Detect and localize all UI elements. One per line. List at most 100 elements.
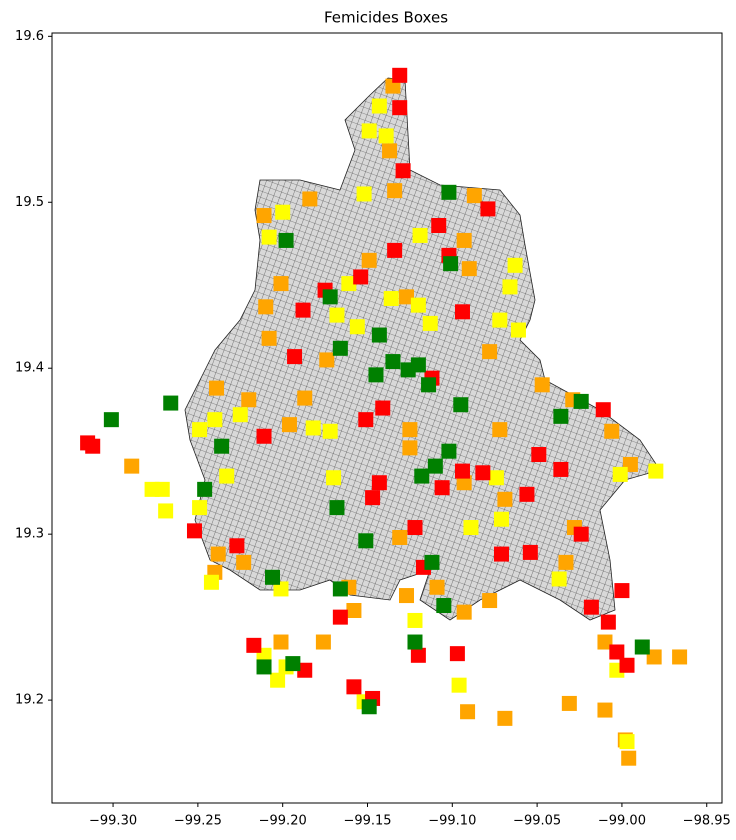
femicide-box: [322, 289, 338, 305]
femicide-box: [531, 447, 547, 463]
femicide-box: [229, 538, 245, 554]
femicide-box: [256, 428, 272, 444]
femicide-box: [449, 646, 465, 662]
femicide-box: [270, 672, 286, 688]
femicide-box: [407, 612, 423, 628]
femicide-box: [315, 634, 331, 650]
femicide-box: [488, 470, 504, 486]
femicide-box: [186, 523, 202, 539]
femicide-box: [482, 593, 498, 609]
femicide-box: [256, 208, 272, 224]
femicide-box: [454, 304, 470, 320]
femicide-box: [595, 402, 611, 418]
x-tick-label: −99.15: [343, 814, 391, 829]
femicide-box: [326, 470, 342, 486]
femicide-box: [85, 438, 101, 454]
femicide-box: [597, 702, 613, 718]
chart-title: Femicides Boxes: [324, 9, 448, 27]
x-tick-label: −99.30: [89, 814, 137, 829]
femicide-box: [454, 463, 470, 479]
femicide-box: [209, 380, 225, 396]
femicide-box: [493, 511, 509, 527]
femicide-box: [214, 438, 230, 454]
femicide-box: [431, 218, 447, 233]
femicide-box: [614, 583, 630, 599]
femicide-box: [158, 503, 174, 519]
femicide-box: [553, 408, 569, 424]
femicide-box: [197, 481, 213, 497]
femicide-box: [265, 569, 281, 585]
femicide-box: [456, 604, 472, 620]
femicide-box: [297, 662, 313, 678]
femicide-box: [482, 344, 498, 360]
femicide-box: [492, 312, 508, 328]
femicide-box: [402, 440, 418, 456]
femicide-box: [273, 634, 289, 650]
femicide-box: [163, 395, 179, 411]
femicide-box: [285, 656, 301, 672]
femicide-box: [258, 299, 274, 315]
femicide-box: [392, 529, 408, 545]
femicide-box: [207, 412, 223, 428]
femicide-box: [361, 123, 377, 139]
femicide-box: [261, 330, 277, 346]
femicide-box: [461, 261, 477, 277]
femicide-box: [275, 204, 291, 220]
femicide-box: [522, 544, 538, 560]
femicide-box: [322, 423, 338, 439]
femicide-box: [210, 546, 226, 562]
femicide-box: [246, 637, 262, 653]
y-tick-label: 19.5: [15, 195, 44, 210]
femicide-box: [356, 186, 372, 202]
femicide-box: [619, 734, 635, 750]
femicide-box: [646, 649, 662, 665]
femicide-box: [466, 188, 482, 204]
femicide-box: [412, 227, 428, 243]
x-tick-label: −98.95: [683, 814, 731, 829]
femicide-box: [281, 417, 297, 433]
femicide-box: [371, 98, 387, 114]
femicide-box: [573, 393, 589, 409]
femicide-box: [124, 458, 140, 474]
femicide-box: [358, 412, 374, 428]
femicide-box: [407, 634, 423, 650]
femicide-box: [365, 490, 381, 506]
femicide-box: [443, 256, 459, 272]
femicide-box: [358, 533, 374, 549]
femicide-box: [422, 315, 438, 331]
femicide-box: [256, 659, 272, 675]
y-tick-label: 19.2: [15, 693, 44, 708]
femicide-box: [424, 554, 440, 570]
femicide-box: [553, 461, 569, 477]
femicide-box: [558, 554, 574, 570]
femicide-box: [410, 647, 426, 663]
femicide-box: [371, 475, 387, 491]
femicide-box: [378, 128, 394, 144]
femicide-box: [219, 468, 235, 484]
femicide-box: [519, 486, 535, 502]
femicide-box: [346, 603, 362, 618]
femicide-box: [361, 699, 377, 715]
femicide-box: [434, 480, 450, 496]
femicide-box: [502, 279, 518, 295]
femicide-box: [192, 422, 208, 438]
femicide-box: [497, 710, 513, 726]
femicide-box: [332, 609, 348, 625]
femicide-box: [192, 500, 208, 516]
femicide-box: [295, 302, 311, 318]
femicide-box: [297, 390, 313, 406]
femicide-box: [497, 491, 513, 507]
femicide-box: [597, 634, 613, 650]
y-tick-label: 19.6: [15, 29, 44, 44]
femicide-box: [371, 327, 387, 343]
femicide-box: [534, 377, 550, 393]
femicide-box: [609, 644, 625, 660]
femicide-box: [399, 289, 415, 305]
femicide-box: [648, 463, 664, 479]
femicide-box: [302, 191, 318, 207]
femicide-box: [329, 500, 345, 516]
femicide-box: [273, 276, 289, 292]
x-tick-label: −99.00: [598, 814, 646, 829]
city-map: [184, 77, 661, 621]
